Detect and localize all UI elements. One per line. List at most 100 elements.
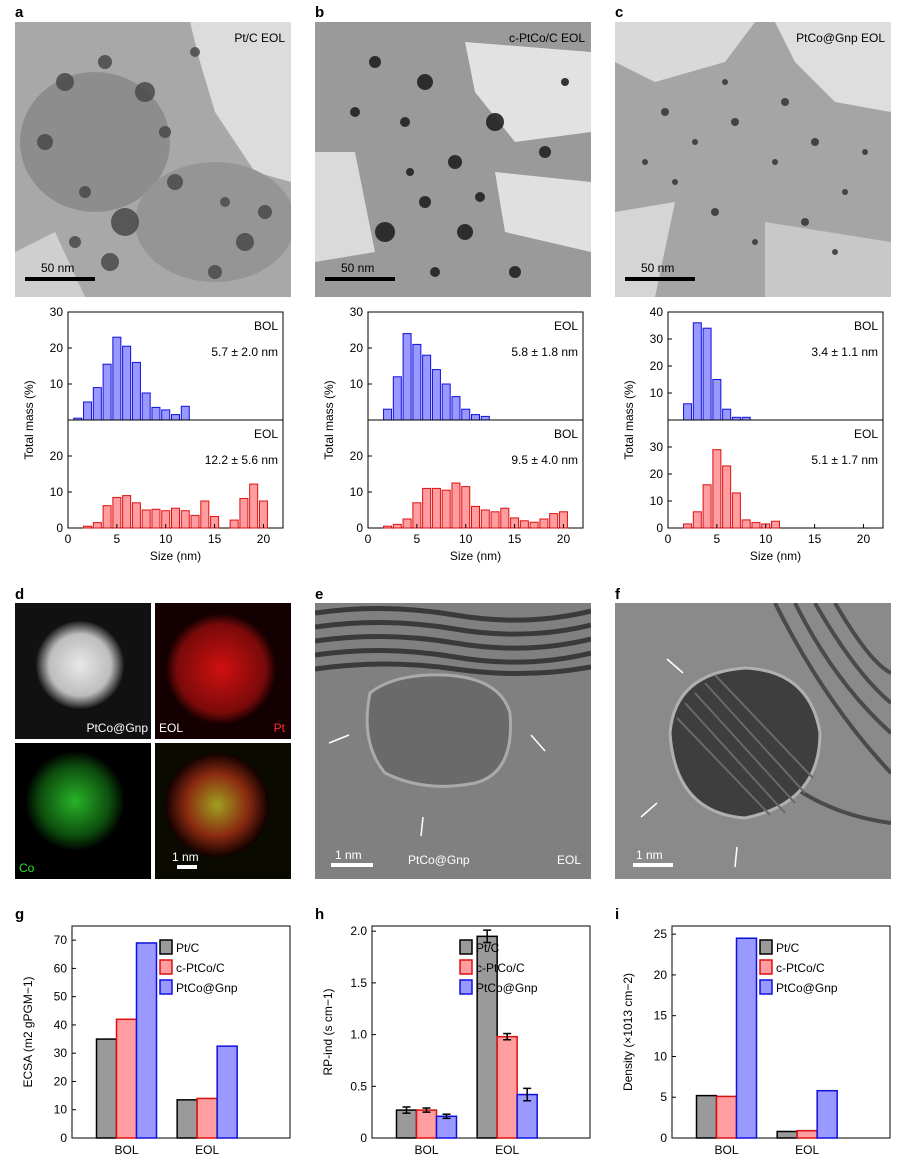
hist-a-top-bar [151, 406, 161, 421]
hist-b-bottom-bar [519, 520, 529, 529]
pt-map-graphic [166, 614, 276, 724]
pt-map-label: Pt [273, 721, 285, 735]
bar-h-ytick-label: 1.0 [350, 1028, 367, 1042]
bar-g-legend-label: Pt/C [176, 941, 200, 955]
hist-c-bottom-label: EOL [854, 427, 878, 441]
bar-i-ytick-label: 5 [660, 1090, 667, 1104]
histogram-b: 10 20 30 EOL 5.8 ± 1.8 nm 0 10 20 BOL 9.5 ± 4.0 n… [300, 300, 600, 580]
bar-h-category-label: BOL [414, 1143, 438, 1157]
hist-b-top-bar [451, 396, 461, 421]
hist-b-bottom-ytick-label: 10 [350, 485, 364, 499]
tem-image-b: c-PtCo/C EOL 50 nm [315, 22, 591, 297]
hist-a-bottom-bar [258, 500, 268, 529]
scale-bar-d [177, 865, 197, 869]
hist-a-ylabel: Total mass (%) [22, 380, 36, 459]
hist-b-bottom-bar [470, 505, 481, 529]
hist-c-bottom-stat: 5.1 ± 1.7 nm [811, 453, 878, 467]
bar-i-legend-swatch [759, 959, 773, 975]
hist-b-bottom-bar [461, 486, 471, 529]
hist-b-bottom-ytick-label: 20 [350, 449, 364, 463]
hist-b-top-label: EOL [554, 319, 578, 333]
tem-image-b-graphic [315, 22, 591, 297]
bar-h-ytick-label: 0 [360, 1131, 367, 1145]
histogram-c-svg: 10 20 30 40 BOL 3.4 ± 1.1 nm 0 10 20 30 EOL 5.1 ± 1… [622, 305, 884, 563]
bar-chart-h-svg: 0 0.5 1.0 1.5 2.0 BOL EOL Pt/C c-PtCo/C PtCo@Gnp R… [321, 924, 591, 1157]
bar-h-bar [496, 1035, 518, 1139]
scale-label-d: 1 nm [172, 850, 199, 864]
hist-a-top-stat: 5.7 ± 2.0 nm [211, 345, 278, 359]
hrtem-image-f-graphic [640, 603, 891, 868]
hist-a-bottom-bar [131, 502, 141, 529]
bar-i-ytick-label: 10 [654, 1049, 668, 1063]
hist-b-top-bar [431, 369, 441, 421]
hist-c-bottom-bar [712, 449, 722, 529]
hist-a-xtick-label: 15 [208, 532, 222, 546]
hist-c-bottom-bar [731, 492, 741, 529]
bar-g-ytick-label: 20 [54, 1074, 68, 1088]
tem-label-a: Pt/C EOL [234, 31, 285, 45]
hist-b-top-bar [470, 414, 481, 421]
hist-a-top-bar [131, 361, 141, 421]
bar-g-bar [196, 1097, 218, 1139]
hist-b-bottom-bar [451, 482, 461, 529]
sample-label-e: PtCo@Gnp [408, 853, 470, 867]
hist-c-top-bar [712, 379, 722, 421]
scale-bar-e [331, 863, 373, 867]
hist-b-top-bar [422, 354, 432, 421]
bar-h-legend-swatch [459, 959, 473, 975]
panel-label-e: e [315, 586, 324, 603]
hist-c-xtick-label: 10 [759, 532, 773, 546]
hist-b-xtick-label: 5 [414, 532, 421, 546]
haadf-label: PtCo@Gnp [86, 721, 148, 735]
hist-c-bottom-bar [741, 519, 751, 529]
bar-g-bar [95, 1038, 118, 1139]
scale-bar-f [633, 863, 673, 867]
scale-label-f: 1 nm [636, 848, 663, 862]
hist-a-top-bar [112, 336, 122, 421]
pt-map: EOL Pt [155, 603, 291, 739]
co-map-label: Co [19, 861, 35, 875]
tem-image-a-graphic [15, 22, 291, 297]
bar-g-ytick-label: 10 [54, 1103, 68, 1117]
hist-b-top-ytick-label: 20 [350, 341, 364, 355]
bar-i-ytick-label: 0 [660, 1131, 667, 1145]
bar-i-category-label: EOL [795, 1143, 819, 1157]
overlay-map-graphic [165, 753, 269, 857]
hist-a-bottom-bar [190, 514, 200, 529]
hist-a-bottom-label: EOL [254, 427, 278, 441]
bar-chart-g: 0 10 20 30 40 50 60 70 BOL EOL Pt/C c-PtCo/C PtCo@Gn… [0, 918, 300, 1166]
hist-a-top-bar [92, 387, 102, 421]
bar-i-legend-swatch [759, 979, 773, 995]
bar-i-legend-swatch [759, 939, 773, 955]
hist-a-bottom-bar [92, 522, 102, 529]
bar-i-legend-label: c-PtCo/C [776, 961, 825, 975]
bar-g-ytick-label: 60 [54, 961, 68, 975]
eds-map-grid: PtCo@Gnp EOL Pt Co 1 nm [15, 603, 291, 879]
hist-a-top-ytick-label: 10 [50, 377, 64, 391]
hist-b-ylabel: Total mass (%) [322, 380, 336, 459]
hist-b-bottom-stat: 9.5 ± 4.0 nm [511, 453, 578, 467]
hist-c-bottom-bar [683, 523, 693, 529]
haadf-map: PtCo@Gnp [15, 603, 151, 739]
scale-bar-a [25, 277, 95, 281]
hist-a-top-bar [141, 392, 151, 421]
hist-c-xtick-label: 20 [857, 532, 871, 546]
histogram-c: 10 20 30 40 BOL 3.4 ± 1.1 nm 0 10 20 30 EOL 5.1 ± 1… [600, 300, 900, 580]
hist-a-bottom-bar [141, 509, 151, 529]
bar-i-bar [796, 1129, 818, 1139]
tem-image-c-graphic [615, 22, 891, 297]
hist-b-bottom-bar [441, 489, 451, 529]
hist-a-top-ytick-label: 30 [50, 305, 64, 319]
hist-b-bottom-bar [480, 509, 490, 529]
hist-b-bottom-label: BOL [554, 427, 578, 441]
hrtem-image-f: 1 nm [615, 603, 891, 879]
bar-h-bar [435, 1115, 458, 1139]
hist-a-xtick-label: 0 [65, 532, 72, 546]
histogram-a-svg: 10 20 30 BOL 5.7 ± 2.0 nm 0 10 20 EOL 12.2 ± 5.6 … [22, 305, 284, 563]
tem-label-c: PtCo@Gnp EOL [796, 31, 885, 45]
hist-a-bottom-bar [151, 508, 161, 529]
bar-i-bar [735, 937, 758, 1139]
hist-a-xtick-label: 5 [114, 532, 121, 546]
hist-b-top-bar [412, 343, 422, 421]
bar-g-legend-swatch [159, 939, 173, 955]
